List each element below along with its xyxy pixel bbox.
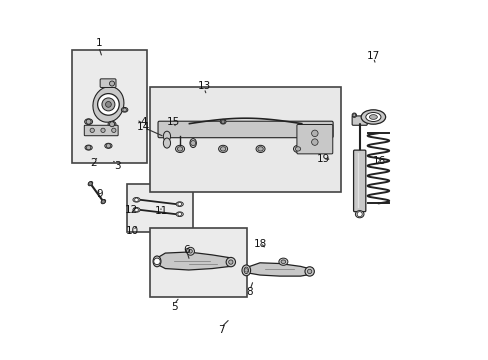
Circle shape — [111, 128, 116, 132]
FancyBboxPatch shape — [84, 125, 118, 136]
Polygon shape — [156, 252, 231, 270]
Circle shape — [186, 247, 194, 255]
Circle shape — [153, 258, 160, 265]
Circle shape — [106, 144, 110, 148]
Ellipse shape — [93, 86, 123, 122]
FancyBboxPatch shape — [296, 125, 332, 154]
Circle shape — [311, 130, 317, 136]
Circle shape — [305, 267, 314, 276]
Circle shape — [90, 128, 94, 132]
Ellipse shape — [220, 147, 225, 151]
Ellipse shape — [108, 121, 116, 127]
Ellipse shape — [365, 112, 380, 122]
Circle shape — [307, 269, 311, 274]
Ellipse shape — [176, 202, 183, 207]
Ellipse shape — [121, 108, 127, 112]
Text: 14: 14 — [137, 122, 150, 132]
Circle shape — [352, 114, 355, 117]
Ellipse shape — [84, 119, 92, 125]
Ellipse shape — [133, 197, 140, 202]
Ellipse shape — [101, 199, 105, 204]
Ellipse shape — [189, 139, 196, 148]
Ellipse shape — [351, 113, 356, 117]
Circle shape — [363, 114, 366, 117]
Text: 3: 3 — [114, 161, 121, 171]
Circle shape — [101, 128, 105, 132]
Circle shape — [86, 145, 91, 150]
Ellipse shape — [355, 211, 363, 218]
Circle shape — [178, 212, 181, 216]
Ellipse shape — [220, 120, 225, 124]
FancyBboxPatch shape — [353, 150, 365, 212]
Circle shape — [109, 122, 114, 127]
Ellipse shape — [176, 212, 183, 217]
Text: 11: 11 — [154, 206, 167, 216]
Text: 12: 12 — [124, 204, 138, 215]
Ellipse shape — [242, 265, 250, 276]
Polygon shape — [245, 263, 310, 276]
Ellipse shape — [293, 145, 302, 153]
Circle shape — [86, 119, 91, 124]
Bar — [127, 184, 193, 232]
Ellipse shape — [281, 260, 285, 264]
Ellipse shape — [153, 256, 161, 267]
Circle shape — [178, 202, 181, 206]
Text: 7: 7 — [217, 325, 224, 336]
Circle shape — [134, 208, 138, 212]
Circle shape — [102, 200, 105, 203]
Ellipse shape — [88, 181, 93, 186]
Text: 2: 2 — [90, 158, 97, 168]
Bar — [150, 87, 340, 192]
Ellipse shape — [278, 258, 287, 265]
Ellipse shape — [295, 147, 300, 151]
Text: 8: 8 — [246, 287, 253, 297]
Circle shape — [122, 108, 126, 112]
FancyBboxPatch shape — [158, 121, 332, 138]
Ellipse shape — [85, 145, 92, 150]
FancyBboxPatch shape — [100, 79, 116, 87]
Text: 10: 10 — [125, 226, 139, 236]
Circle shape — [109, 81, 114, 86]
Circle shape — [102, 98, 115, 111]
Ellipse shape — [368, 114, 377, 120]
Ellipse shape — [133, 207, 140, 212]
Circle shape — [228, 260, 232, 264]
Text: 16: 16 — [372, 156, 386, 166]
Circle shape — [98, 94, 119, 115]
Circle shape — [244, 269, 247, 272]
Circle shape — [311, 139, 317, 145]
Circle shape — [225, 257, 235, 267]
Ellipse shape — [244, 267, 248, 274]
Text: 1: 1 — [95, 38, 102, 48]
Circle shape — [105, 102, 111, 107]
Ellipse shape — [257, 147, 263, 151]
Circle shape — [190, 140, 195, 145]
Text: 19: 19 — [316, 154, 329, 164]
Bar — [150, 228, 247, 297]
Ellipse shape — [218, 145, 227, 153]
Text: 15: 15 — [166, 117, 180, 127]
Circle shape — [88, 182, 92, 185]
Ellipse shape — [163, 138, 170, 148]
Ellipse shape — [362, 113, 366, 117]
Bar — [72, 50, 146, 163]
Ellipse shape — [163, 131, 170, 141]
FancyBboxPatch shape — [351, 116, 366, 125]
Ellipse shape — [175, 145, 184, 153]
Text: 6: 6 — [183, 245, 190, 255]
Text: 5: 5 — [171, 302, 177, 312]
Ellipse shape — [177, 147, 183, 151]
Circle shape — [188, 249, 192, 253]
Text: 13: 13 — [197, 81, 210, 91]
Circle shape — [134, 198, 138, 202]
Ellipse shape — [104, 143, 112, 148]
Text: 17: 17 — [366, 51, 379, 61]
Circle shape — [356, 212, 362, 217]
Text: 4: 4 — [140, 117, 147, 127]
Ellipse shape — [361, 110, 385, 124]
Text: 18: 18 — [254, 239, 267, 249]
Circle shape — [221, 120, 224, 123]
Ellipse shape — [256, 145, 264, 153]
Text: 9: 9 — [96, 189, 103, 199]
